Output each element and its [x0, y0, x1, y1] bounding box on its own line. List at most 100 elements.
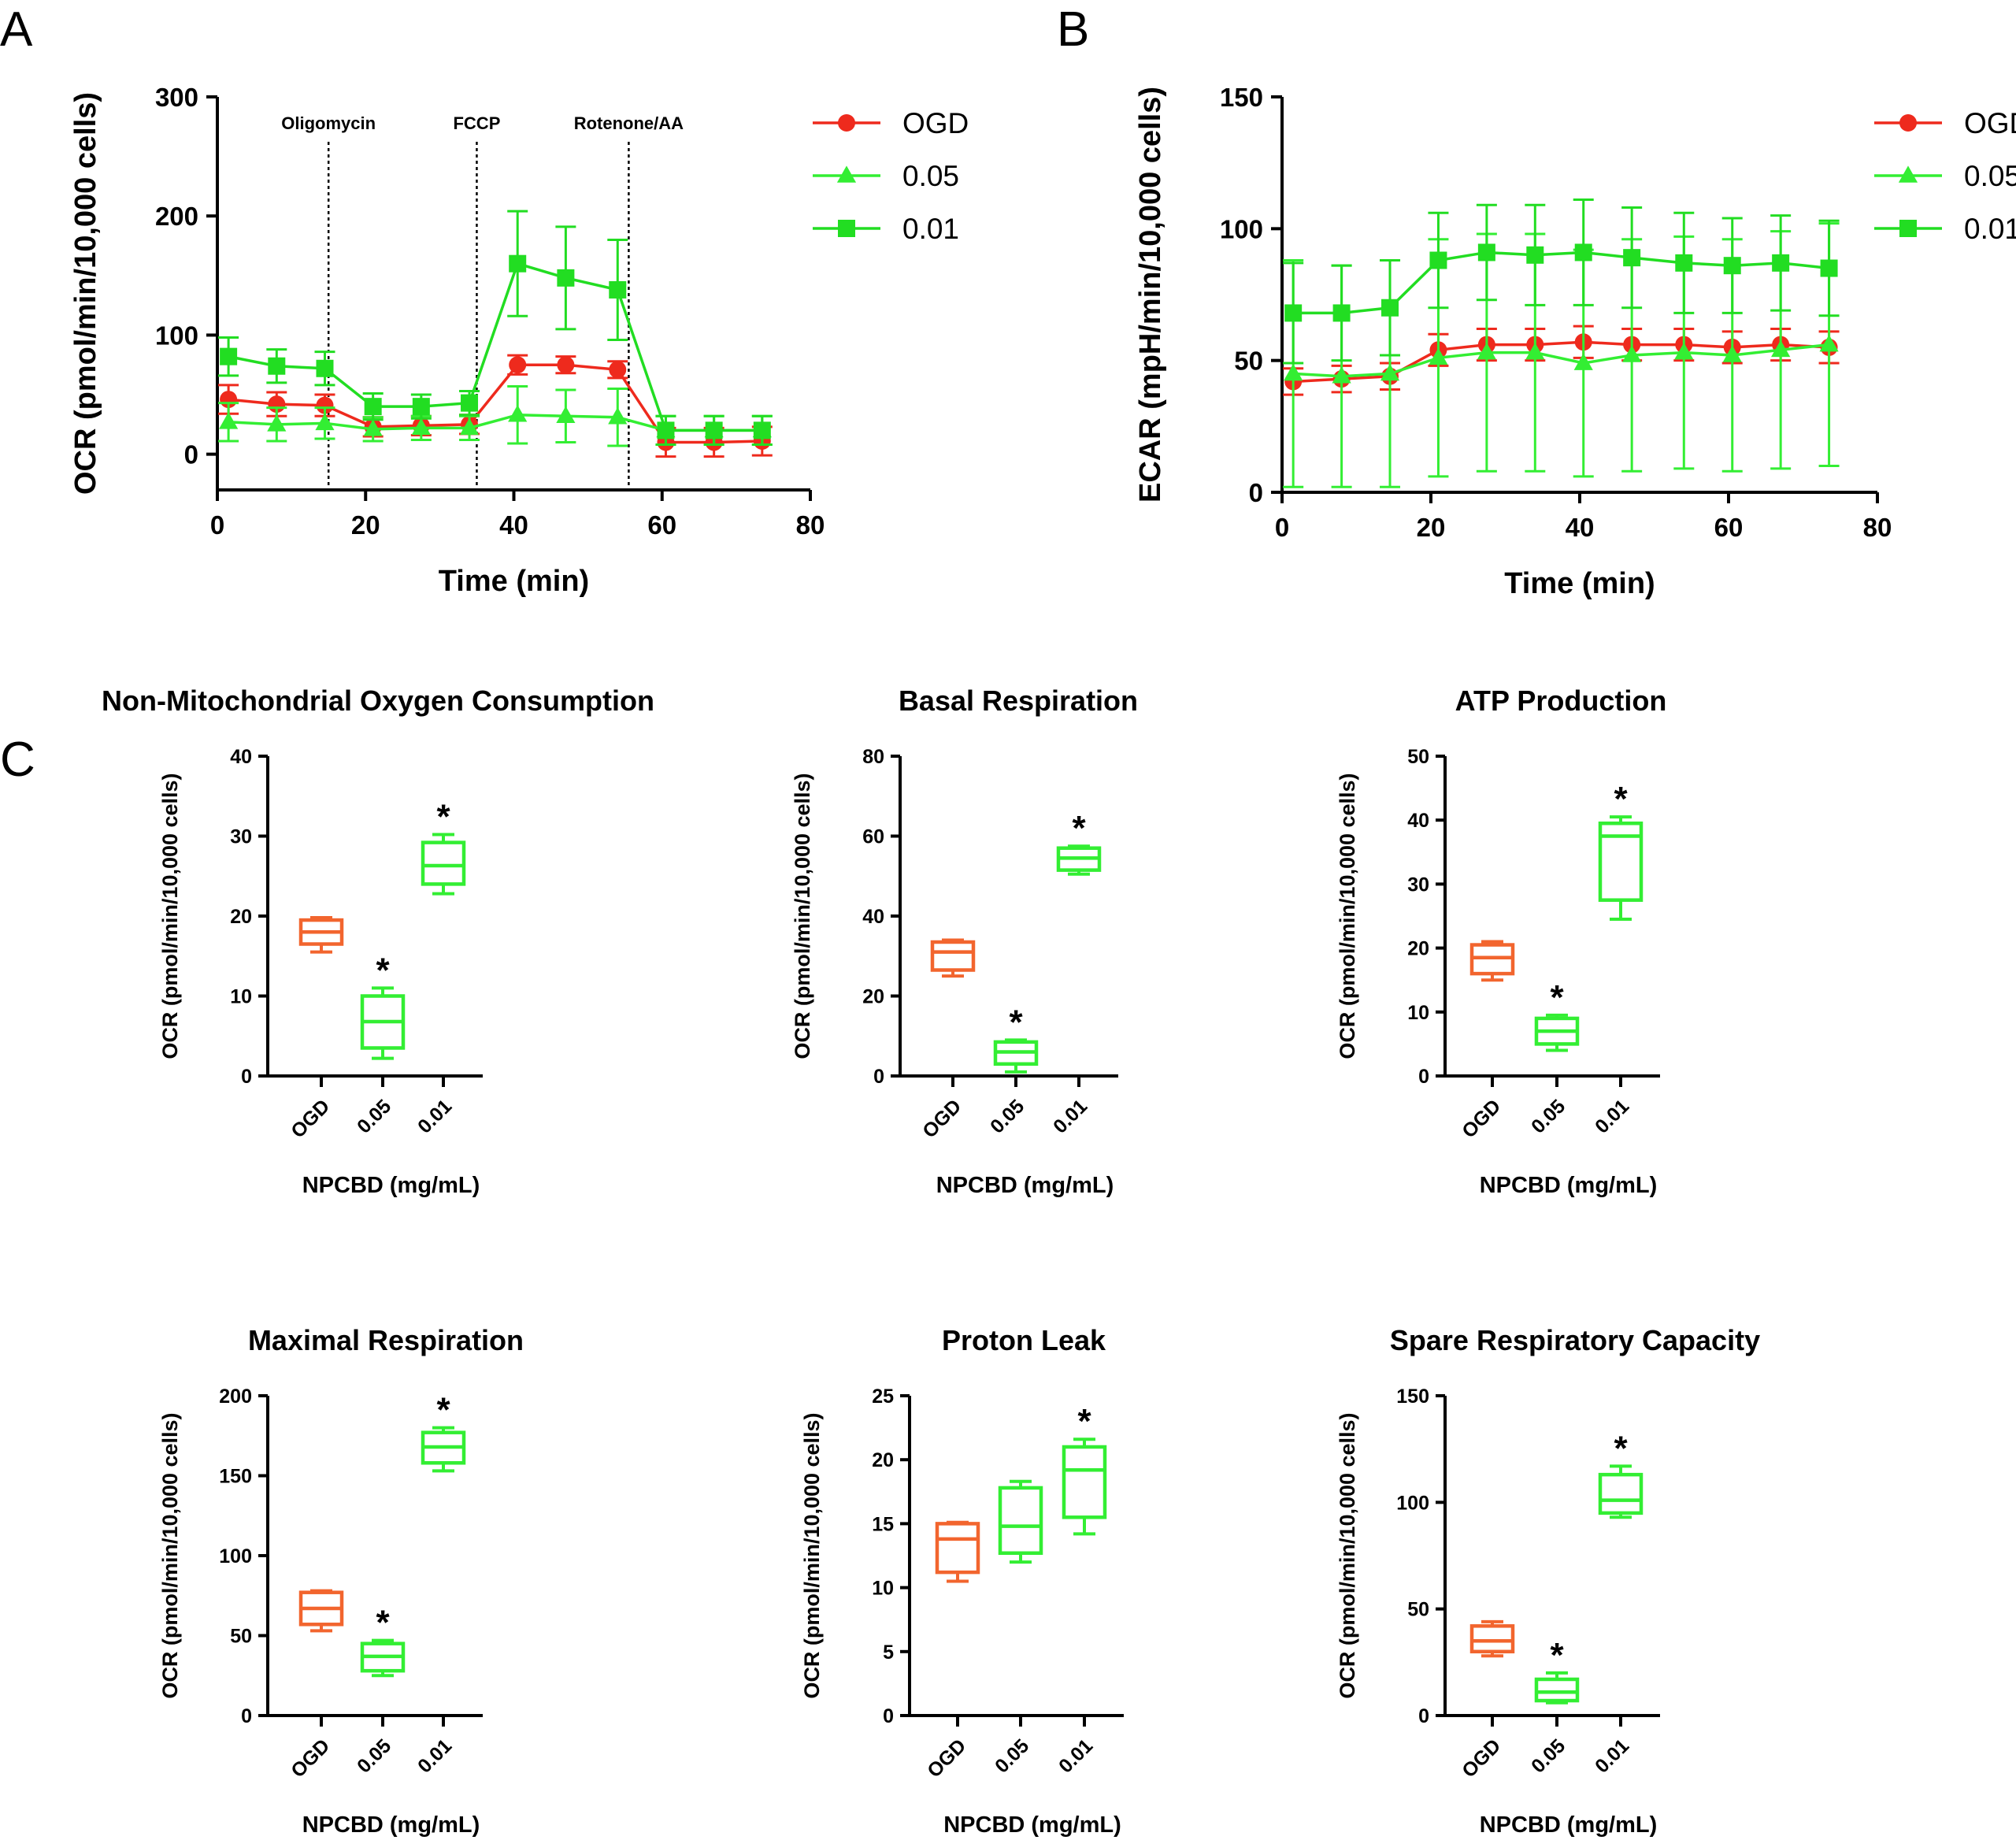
chart-c1-y-label: OCR (pmol/min/10,000 cells): [158, 773, 182, 1059]
chart-a-point-0.01: [557, 269, 575, 287]
chart-b-point-0.01: [1332, 304, 1351, 322]
chart-a-point-0.01: [657, 421, 675, 440]
chart-c5-xtick-label: 0.01: [1054, 1734, 1097, 1777]
chart-c1-xtick-label: OGD: [287, 1095, 334, 1142]
chart-c5-ytick-label: 20: [872, 1449, 894, 1471]
chart-a-legend-label: OGD: [902, 107, 969, 139]
chart-b-point-0.05: [1722, 345, 1742, 362]
chart-b-point-0.05: [1429, 347, 1448, 365]
chart-a-xtick-label: 40: [499, 510, 528, 540]
chart-b-point-0.01: [1723, 257, 1741, 275]
chart-b-point-0.01: [1284, 304, 1303, 322]
chart-c4-significance-star: *: [436, 1391, 450, 1430]
chart-b-legend-marker: [1898, 165, 1918, 183]
chart-c6-ytick-label: 0: [1418, 1705, 1429, 1727]
chart-a-point-0.01: [509, 254, 527, 273]
chart-c2-ytick-label: 80: [862, 746, 884, 768]
chart-c5-ytick-label: 5: [883, 1642, 894, 1664]
chart-c4-ytick-label: 50: [230, 1626, 252, 1648]
chart-c6-significance-star: *: [1550, 1636, 1564, 1675]
chart-b-point-0.01: [1675, 254, 1693, 272]
chart-a-ytick-label: 0: [184, 440, 198, 469]
chart-a-xtick-label: 80: [796, 510, 825, 540]
chart-c3-ytick-label: 40: [1407, 810, 1429, 832]
chart-b-x-label: Time (min): [1504, 567, 1655, 600]
chart-c1-ytick-label: 20: [230, 906, 252, 928]
chart-c6-box-0.05: [1534, 1677, 1580, 1703]
chart-c3-ytick-label: 10: [1407, 1002, 1429, 1024]
chart-a-point-OGD: [316, 396, 334, 414]
chart-c3-xtick-label: 0.01: [1591, 1095, 1633, 1137]
chart-c1-box-0.01: [421, 840, 466, 886]
chart-c5-y-label: OCR (pmol/min/10,000 cells): [800, 1412, 824, 1698]
chart-c2-significance-star: *: [1072, 809, 1086, 848]
chart-b-xtick-label: 60: [1714, 513, 1744, 542]
chart-a-point-0.01: [753, 421, 771, 440]
chart-b-xtick-label: 40: [1566, 513, 1595, 542]
chart-b-legend-label: OGD: [1964, 107, 2016, 139]
chart-a-point-0.05: [315, 413, 335, 431]
chart-b-point-0.05: [1525, 342, 1545, 360]
chart-a-injection-label: Rotenone/AA: [574, 113, 684, 133]
chart-c1-ytick-label: 10: [230, 986, 252, 1008]
chart-b-series-line-0.01: [1293, 250, 1829, 315]
chart-c5-box-0.01: [1062, 1445, 1107, 1519]
chart-b-point-0.05: [1674, 342, 1694, 360]
chart-b-point-0.01: [1574, 243, 1592, 262]
chart-c2-box-OGD: [930, 940, 976, 972]
chart-c6-xtick-label: 0.01: [1591, 1734, 1633, 1777]
chart-c6-title: Spare Respiratory Capacity: [1390, 1324, 1760, 1356]
chart-c4-ytick-label: 150: [219, 1466, 252, 1488]
chart-b-point-0.05: [1819, 334, 1839, 352]
chart-c1-xtick-label: 0.05: [353, 1095, 395, 1137]
chart-a-ytick-label: 300: [155, 83, 198, 112]
chart-b-point-0.01: [1477, 243, 1495, 262]
chart-c2-y-label: OCR (pmol/min/10,000 cells): [791, 773, 814, 1059]
chart-c3-ytick-label: 20: [1407, 938, 1429, 960]
chart-c3-xtick-label: 0.05: [1527, 1095, 1569, 1137]
chart-c4-xtick-label: 0.01: [413, 1734, 456, 1777]
chart-a-point-0.05: [608, 407, 628, 425]
chart-b-legend-label: 0.05: [1964, 160, 2016, 192]
chart-c4-significance-star: *: [376, 1604, 390, 1642]
chart-c3-x-label: NPCBD (mg/mL): [1480, 1173, 1658, 1198]
chart-b-ytick-label: 150: [1220, 83, 1263, 112]
chart-a-point-0.05: [459, 417, 480, 436]
chart-c2-ytick-label: 60: [862, 826, 884, 848]
chart-c4-xtick-label: OGD: [287, 1734, 334, 1782]
chart-c6-xtick-label: 0.05: [1527, 1734, 1569, 1777]
chart-a-point-0.01: [705, 421, 723, 440]
chart-b-point-0.05: [1477, 342, 1496, 360]
chart-c1-ytick-label: 40: [230, 746, 252, 768]
chart-b-ytick-label: 0: [1249, 478, 1263, 507]
chart-b-point-0.01: [1820, 259, 1838, 277]
chart-c6-xtick-label: OGD: [1458, 1734, 1505, 1782]
chart-b-point-0.05: [1622, 345, 1642, 362]
chart-c3-xtick-label: OGD: [1458, 1095, 1505, 1142]
chart-c5-box-OGD: [935, 1522, 980, 1575]
chart-c5-x-label: NPCBD (mg/mL): [943, 1812, 1121, 1838]
chart-b-y-label: ECAR (mpH/min/10,000 cells): [1134, 87, 1167, 503]
panel-label-c: C: [0, 733, 35, 787]
chart-a-xtick-label: 60: [647, 510, 676, 540]
chart-a-legend-marker: [836, 165, 857, 183]
chart-c6-ytick-label: 100: [1396, 1492, 1429, 1514]
chart-c4-y-label: OCR (pmol/min/10,000 cells): [158, 1412, 182, 1698]
chart-a-legend-marker: [838, 220, 855, 237]
chart-c1-significance-star: *: [376, 951, 390, 989]
chart-a-point-0.05: [411, 417, 431, 436]
chart-a-point-0.01: [268, 357, 286, 375]
chart-c5-title: Proton Leak: [942, 1324, 1106, 1356]
chart-a-legend-label: 0.01: [902, 213, 959, 245]
chart-c3-significance-star: *: [1550, 978, 1564, 1017]
chart-c6-ytick-label: 150: [1396, 1386, 1429, 1408]
chart-a-point-0.01: [412, 398, 430, 416]
chart-b-point-0.05: [1332, 366, 1351, 384]
chart-b-point-0.01: [1526, 246, 1544, 264]
chart-a-legend-label: 0.05: [902, 160, 959, 192]
chart-a-point-0.05: [508, 405, 528, 422]
chart-a-point-OGD: [557, 356, 575, 374]
chart-a-ytick-label: 100: [155, 321, 198, 350]
chart-a-point-0.01: [364, 398, 382, 416]
